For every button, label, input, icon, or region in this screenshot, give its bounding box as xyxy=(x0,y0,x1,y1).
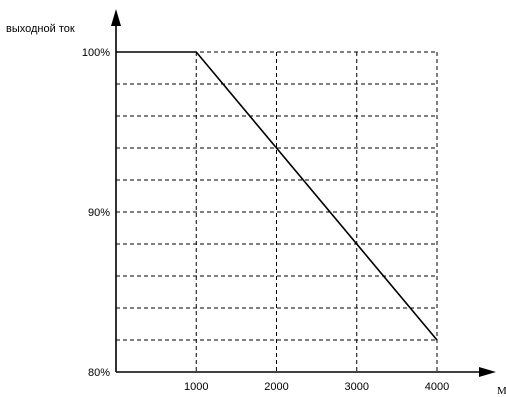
axes xyxy=(111,9,496,377)
series-line xyxy=(116,51,438,341)
y-axis-arrow xyxy=(111,9,121,26)
x-tick-label: 2000 xyxy=(264,381,288,393)
x-tick-label: 3000 xyxy=(345,381,369,393)
series xyxy=(116,51,438,341)
x-axis-unit: М xyxy=(497,385,506,397)
y-tick-label: 90% xyxy=(88,207,110,219)
y-tick-label: 80% xyxy=(88,367,110,379)
x-tick-label: 4000 xyxy=(425,381,449,393)
labels: выходной ток М 1000 2000 3000 4000 100% 90% 80… xyxy=(6,23,506,397)
x-tick-label: 1000 xyxy=(184,381,208,393)
y-axis-title: выходной ток xyxy=(6,23,75,35)
x-axis-arrow xyxy=(479,367,496,377)
y-tick-label: 100% xyxy=(82,47,110,59)
grid xyxy=(116,51,438,372)
